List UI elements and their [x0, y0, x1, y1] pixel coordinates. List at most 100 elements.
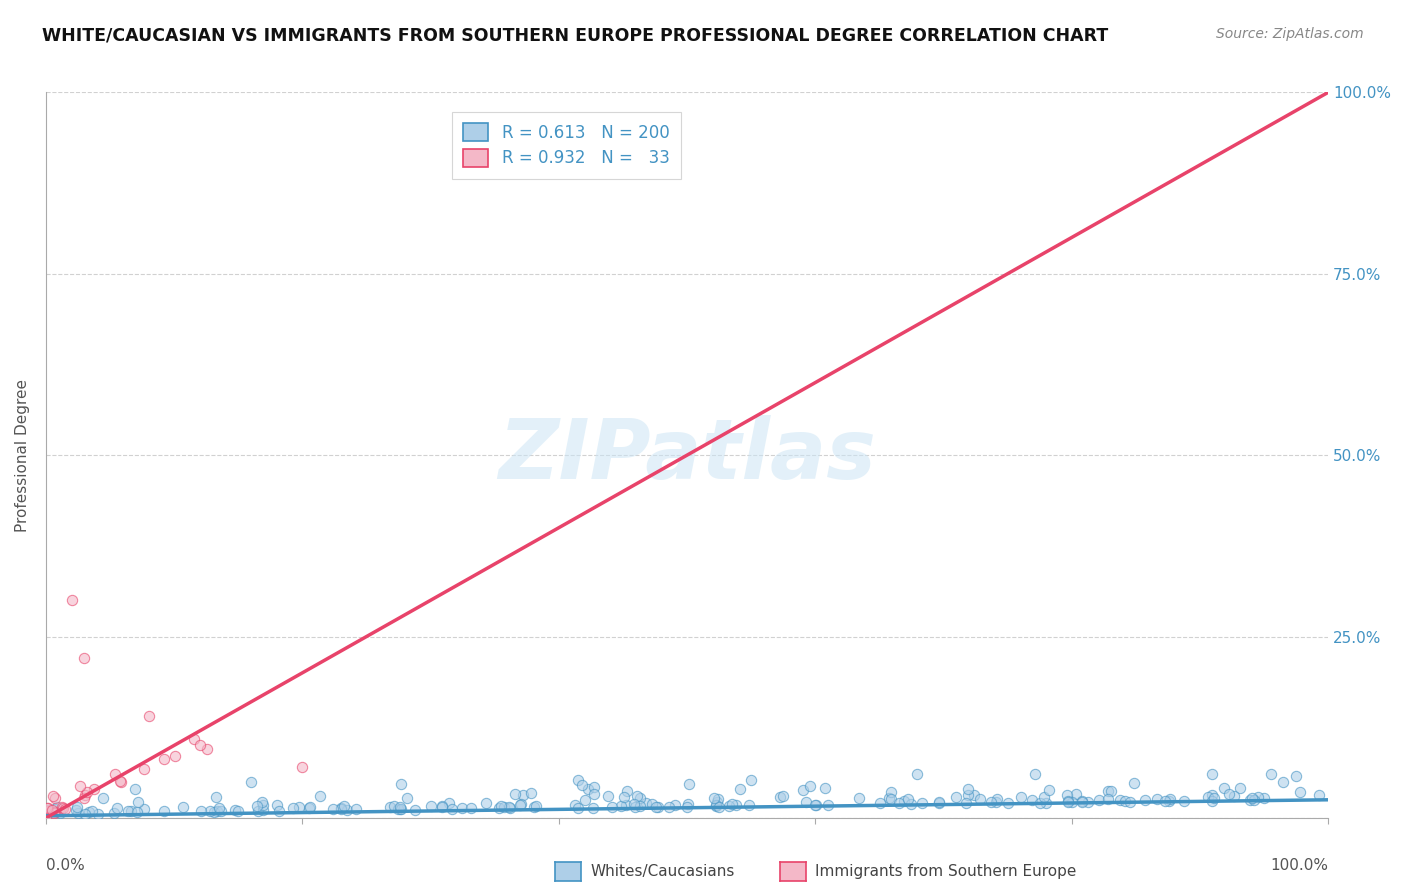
Point — [124, 782, 146, 797]
Point — [879, 785, 901, 799]
Point — [224, 803, 246, 817]
Point — [250, 795, 273, 809]
Point — [1056, 788, 1078, 802]
Point — [75, 788, 97, 802]
Point — [640, 797, 662, 812]
Point — [792, 783, 814, 797]
Point — [492, 800, 515, 814]
Point — [127, 796, 149, 810]
Point — [509, 798, 531, 813]
Point — [1243, 793, 1265, 807]
Point — [37, 803, 59, 817]
Point — [645, 799, 668, 814]
Point — [1133, 793, 1156, 807]
Point — [322, 802, 344, 816]
Point — [799, 779, 821, 793]
Point — [980, 795, 1002, 809]
Point — [87, 806, 110, 821]
Point — [658, 799, 681, 814]
Point — [1223, 789, 1246, 803]
Point — [564, 798, 586, 813]
Point — [498, 800, 520, 814]
Point — [108, 773, 131, 788]
Point — [37, 801, 59, 815]
Point — [596, 789, 619, 803]
Point — [246, 799, 269, 814]
Point — [928, 795, 950, 809]
Point — [252, 798, 274, 813]
Point — [794, 795, 817, 809]
Point — [200, 805, 222, 819]
Point — [1201, 788, 1223, 802]
Point — [1153, 794, 1175, 808]
Point — [266, 797, 288, 812]
Point — [163, 749, 186, 764]
Point — [172, 799, 194, 814]
Point — [1021, 793, 1043, 807]
Point — [105, 801, 128, 815]
Point — [132, 802, 155, 816]
Point — [567, 772, 589, 787]
Point — [869, 796, 891, 810]
Point — [1066, 787, 1088, 801]
Point — [986, 795, 1008, 809]
Text: 100.0%: 100.0% — [1270, 858, 1329, 873]
Point — [1070, 795, 1092, 809]
Point — [110, 775, 132, 789]
Text: WHITE/CAUCASIAN VS IMMIGRANTS FROM SOUTHERN EUROPE PROFESSIONAL DEGREE CORRELATI: WHITE/CAUCASIAN VS IMMIGRANTS FROM SOUTH… — [42, 27, 1108, 45]
Point — [93, 790, 115, 805]
Point — [1077, 796, 1099, 810]
Point — [65, 803, 87, 817]
Point — [503, 787, 526, 801]
Point — [1122, 776, 1144, 790]
Point — [460, 801, 482, 815]
Point — [153, 752, 176, 766]
Point — [69, 779, 91, 793]
Point — [738, 798, 761, 813]
Point — [526, 799, 548, 814]
Point — [41, 803, 63, 817]
Point — [1289, 785, 1312, 799]
Point — [207, 801, 229, 815]
Point — [226, 804, 249, 818]
Point — [35, 804, 58, 818]
Point — [299, 800, 322, 814]
Point — [1109, 792, 1132, 806]
Point — [1212, 780, 1234, 795]
Point — [42, 806, 65, 821]
Point — [634, 796, 657, 810]
Point — [420, 798, 443, 813]
Point — [1146, 792, 1168, 806]
Text: Immigrants from Southern Europe: Immigrants from Southern Europe — [815, 864, 1077, 879]
Point — [628, 799, 651, 814]
Point — [957, 788, 980, 802]
Point — [1056, 795, 1078, 809]
Point — [523, 800, 546, 814]
Point — [707, 791, 730, 805]
Point — [188, 739, 211, 753]
Point — [1202, 791, 1225, 805]
Point — [520, 786, 543, 800]
Point — [42, 789, 65, 804]
Point — [576, 781, 599, 796]
Point — [211, 805, 233, 819]
Point — [997, 796, 1019, 810]
Point — [441, 802, 464, 816]
Point — [1062, 795, 1084, 809]
Point — [389, 777, 412, 791]
Point — [195, 742, 218, 756]
Point — [1088, 793, 1111, 807]
Point — [740, 772, 762, 787]
Point — [897, 792, 920, 806]
Point — [1229, 781, 1251, 796]
Point — [1218, 787, 1240, 801]
Point — [76, 785, 98, 799]
Point — [1010, 789, 1032, 804]
Point — [600, 800, 623, 814]
Point — [336, 803, 359, 817]
Point — [344, 802, 367, 816]
Point — [616, 784, 638, 798]
Point — [51, 800, 73, 814]
Point — [900, 797, 922, 811]
Point — [609, 798, 631, 813]
